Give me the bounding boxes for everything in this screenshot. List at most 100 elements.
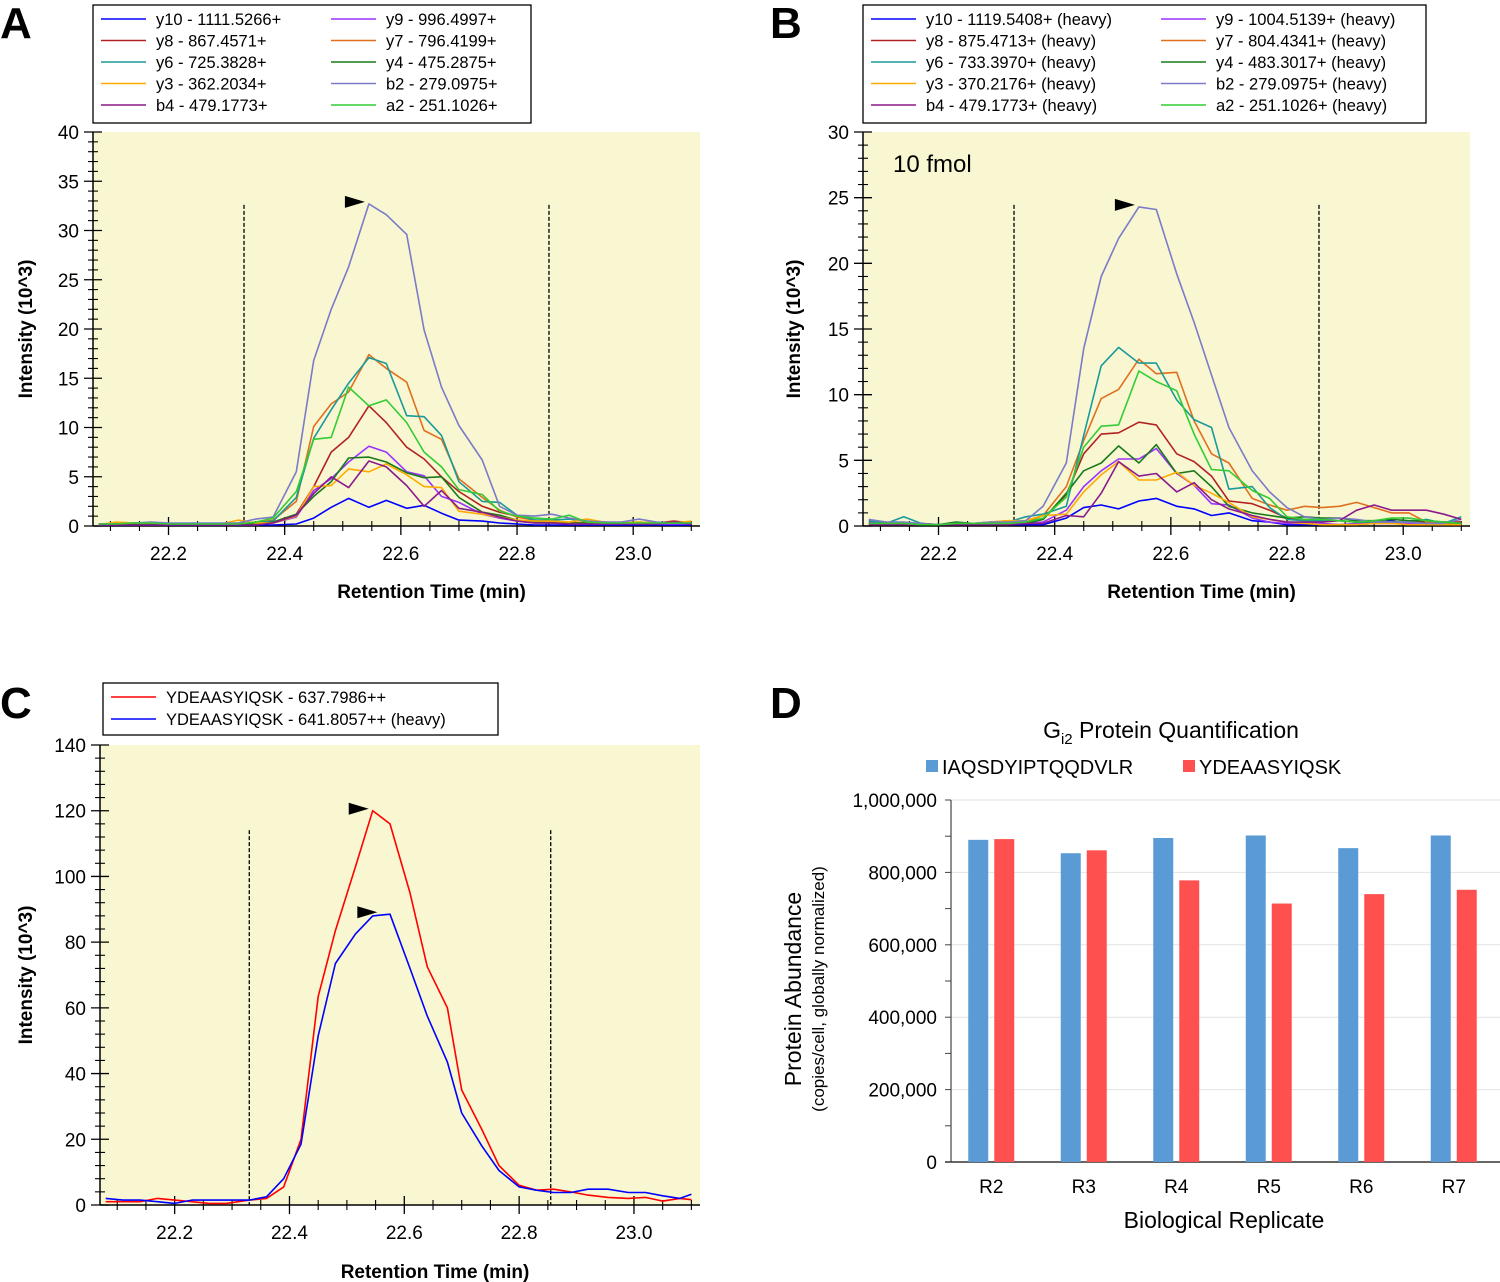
legend-box: [92, 4, 532, 124]
panel-letter-b: B: [770, 0, 802, 48]
y-tick-label: 5: [838, 451, 849, 472]
x-axis-title: Biological Replicate: [1124, 1207, 1325, 1233]
y-tick-label: 40: [58, 123, 79, 144]
legend-label: y10 - 1119.5408+ (heavy): [926, 11, 1112, 29]
legend-label: YDEAASYIQSK: [1199, 757, 1342, 779]
legend-swatch: [1183, 760, 1195, 772]
y-tick-label: 5: [68, 468, 79, 489]
legend-label: y7 - 804.4341+ (heavy): [1216, 33, 1386, 51]
legend-label: YDEAASYIQSK - 641.8057++ (heavy): [166, 711, 446, 729]
series-line-b4: [868, 460, 1462, 526]
y-tick-label: 20: [828, 254, 849, 275]
peak-marker-icon: [348, 802, 369, 815]
peak-marker-icon: [357, 906, 378, 919]
y-axis-title: Intensity (10^3): [784, 260, 805, 399]
bar-r6-iaqsdyiptqqdvlr: [1338, 848, 1359, 1162]
legend-label: y8 - 867.4571+: [156, 33, 267, 51]
legend-label: y4 - 475.2875+: [386, 54, 497, 72]
title-subscript: i2: [1061, 731, 1073, 748]
legend-label: y6 - 725.3828+: [156, 54, 267, 72]
x-tick-label: R6: [1349, 1177, 1373, 1198]
x-axis-title: Retention Time (min): [341, 1262, 530, 1282]
series-line-b2: [98, 203, 692, 525]
plot-area: [100, 745, 700, 1205]
legend-label: y6 - 733.3970+ (heavy): [926, 54, 1096, 72]
legend-label: y8 - 875.4713+ (heavy): [926, 33, 1096, 51]
title-rest: Protein Quantification: [1073, 717, 1299, 743]
series-line-ydeaasyiqsk: [105, 809, 692, 1205]
x-tick-label: 22.4: [271, 1223, 308, 1244]
x-tick-label: 22.6: [382, 544, 419, 565]
y-tick-label: 0: [838, 517, 849, 538]
x-tick-label: 23.0: [1385, 544, 1422, 565]
bar-r3-ydeaasyiqsk: [1086, 850, 1107, 1162]
x-axis-title: Retention Time (min): [1107, 582, 1296, 603]
legend-label: a2 - 251.1026+ (heavy): [1216, 97, 1387, 115]
y-tick-label: 600,000: [868, 936, 937, 957]
peak-marker-icon: [344, 195, 365, 208]
x-tick-label: 22.4: [266, 544, 303, 565]
legend-label: IAQSDYIPTQQDVLR: [942, 757, 1133, 779]
x-tick-label: R3: [1072, 1177, 1096, 1198]
y-tick-label: 400,000: [868, 1008, 937, 1029]
legend-label: y9 - 996.4997+: [386, 11, 497, 29]
bar-r4-iaqsdyiptqqdvlr: [1153, 838, 1174, 1162]
y-tick-label: 25: [58, 271, 79, 292]
y-axis-title: Intensity (10^3): [16, 260, 37, 399]
x-tick-label: 22.6: [1152, 544, 1189, 565]
bar-r2-ydeaasyiqsk: [994, 839, 1015, 1162]
y-tick-label: 1,000,000: [852, 791, 937, 812]
y-tick-label: 10: [828, 386, 849, 407]
y-tick-label: 20: [58, 320, 79, 341]
plot-area: [863, 132, 1470, 526]
bar-r5-iaqsdyiptqqdvlr: [1245, 835, 1266, 1162]
legend-label: y4 - 483.3017+ (heavy): [1216, 54, 1386, 72]
panel-letter-a: A: [0, 0, 32, 48]
x-tick-label: 22.8: [1269, 544, 1306, 565]
x-tick-label: 23.0: [615, 544, 652, 565]
y-tick-label: 15: [828, 320, 849, 341]
chart-title: Gi2 Protein Quantification: [1043, 717, 1299, 748]
amount-annotation: 10 fmol: [893, 151, 972, 178]
y-tick-label: 10: [58, 419, 79, 440]
legend-box: [862, 4, 1427, 124]
panel-a-chromatogram: 0 5 10 15 20 25 30 35 40 22.2 22.4 22.6 22.8 23.0 Rete…: [16, 4, 700, 603]
series-line-ydeaasyiqsk: [105, 913, 692, 1205]
x-tick-label: 22.2: [156, 1223, 193, 1244]
bar-r6-ydeaasyiqsk: [1364, 894, 1385, 1162]
x-tick-label: 23.0: [615, 1223, 652, 1244]
x-tick-label: R7: [1442, 1177, 1466, 1198]
legend-box: [102, 682, 499, 736]
y-tick-label: 35: [58, 172, 79, 193]
bar-r4-ydeaasyiqsk: [1179, 880, 1200, 1162]
series-line-a2: [98, 386, 692, 525]
x-tick-label: R4: [1164, 1177, 1189, 1198]
bar-r2-iaqsdyiptqqdvlr: [968, 839, 989, 1162]
y-axis-subtitle: (copies/cell, globally normalized): [809, 866, 828, 1112]
y-tick-label: 100: [54, 867, 86, 888]
peak-marker-icon: [1114, 198, 1135, 211]
panel-letter-d: D: [770, 679, 802, 728]
y-tick-label: 20: [65, 1130, 86, 1151]
x-tick-label: 22.2: [920, 544, 957, 565]
series-line-a2: [868, 370, 1462, 526]
panel-letter-c: C: [0, 679, 32, 728]
legend-label: y10 - 1111.5266+: [156, 11, 281, 29]
x-tick-label: R2: [979, 1177, 1003, 1198]
y-tick-label: 30: [58, 222, 79, 243]
legend-label: b2 - 279.0975+: [386, 76, 497, 94]
legend-label: y3 - 370.2176+ (heavy): [926, 76, 1096, 94]
y-tick-label: 0: [68, 517, 79, 538]
legend-label: y7 - 796.4199+: [386, 33, 497, 51]
y-tick-label: 0: [926, 1153, 937, 1174]
panel-c-chromatogram: 0 20 40 60 80 100 120 140 22.2 22.4 22.6 22.8 23.0 Re…: [16, 682, 700, 1282]
series-line-b4: [98, 460, 692, 526]
bar-r7-iaqsdyiptqqdvlr: [1430, 835, 1451, 1162]
x-tick-label: 22.6: [386, 1223, 423, 1244]
x-tick-label: 22.2: [150, 544, 187, 565]
y-axis-title: Intensity (10^3): [16, 906, 37, 1045]
y-tick-label: 120: [54, 802, 86, 823]
y-tick-label: 140: [54, 736, 86, 757]
y-tick-label: 800,000: [868, 863, 937, 884]
